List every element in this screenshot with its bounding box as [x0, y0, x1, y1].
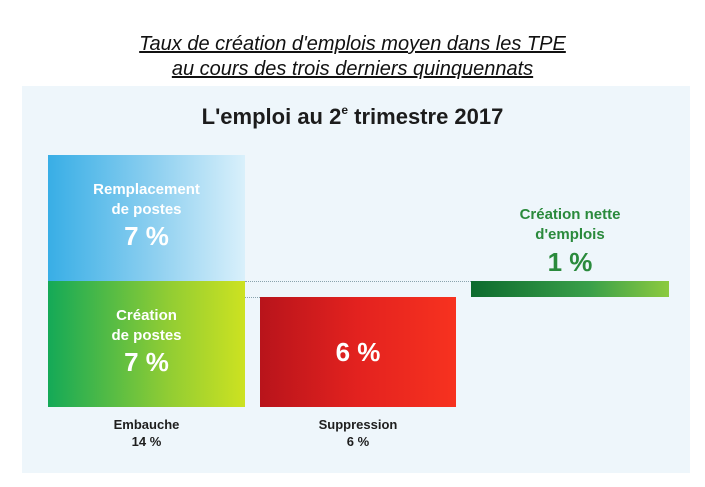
- bar-suppression: [260, 297, 456, 407]
- label-net-line2: d'emplois: [535, 226, 605, 243]
- category-suppression: Suppression 6 %: [260, 416, 456, 450]
- category-suppression-total: 6 %: [346, 434, 370, 449]
- figure-title: Taux de création d'emplois moyen dans le…: [0, 32, 705, 82]
- label-replacement-line1: Remplacement: [93, 181, 200, 198]
- bar-replacement: [48, 155, 245, 281]
- label-net-line1: Création nette: [519, 206, 621, 223]
- bar-net-creation: [471, 281, 669, 297]
- label-suppression: 6 %: [260, 336, 456, 368]
- category-embauche-total: 14 %: [131, 434, 162, 449]
- value-creation: 7 %: [124, 347, 169, 377]
- category-embauche: Embauche 14 %: [48, 416, 245, 450]
- value-suppression: 6 %: [335, 337, 381, 367]
- label-replacement: Remplacement de postes 7 %: [48, 180, 245, 252]
- bar-creation: [48, 281, 245, 407]
- label-net-creation: Création nette d'emplois 1 %: [471, 205, 669, 279]
- label-creation-line2: de postes: [111, 327, 182, 344]
- value-net: 1 %: [547, 247, 593, 277]
- dotted-connector-lower: [245, 297, 260, 298]
- subtitle-end: trimestre 2017: [348, 104, 504, 129]
- category-suppression-name: Suppression: [318, 417, 398, 432]
- subtitle-superscript: e: [341, 103, 349, 117]
- subtitle-main: L'emploi au 2: [201, 104, 342, 129]
- label-creation: Création de postes 7 %: [48, 306, 245, 378]
- label-replacement-line2: de postes: [111, 201, 182, 218]
- value-replacement: 7 %: [124, 221, 169, 251]
- figure-title-line1: Taux de création d'emplois moyen dans le…: [139, 33, 566, 55]
- chart-subtitle: L'emploi au 2e trimestre 2017: [0, 103, 705, 130]
- category-embauche-name: Embauche: [113, 417, 180, 432]
- figure-title-line2: au cours des trois derniers quinquennats: [171, 58, 534, 80]
- label-creation-line1: Création: [116, 307, 177, 324]
- dotted-connector-upper: [245, 281, 471, 282]
